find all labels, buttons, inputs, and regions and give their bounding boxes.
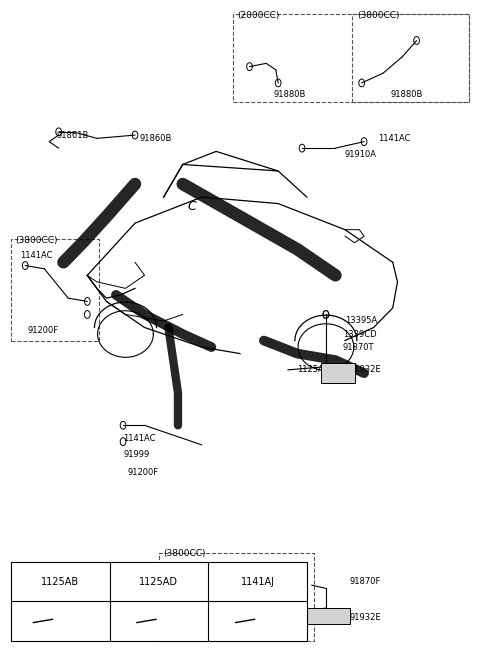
Bar xyxy=(321,364,355,383)
Text: 91910A: 91910A xyxy=(345,150,377,159)
Text: 91870T: 91870T xyxy=(343,343,374,352)
Text: 1125AB: 1125AB xyxy=(41,577,79,587)
Text: 91200F: 91200F xyxy=(28,326,59,335)
Text: 1125AD: 1125AD xyxy=(139,577,179,587)
Text: 13395A: 13395A xyxy=(345,316,377,326)
Text: C: C xyxy=(188,200,197,214)
Text: 1339CD: 1339CD xyxy=(343,329,376,339)
Text: 91861B: 91861B xyxy=(56,130,89,140)
Bar xyxy=(159,553,314,641)
Bar xyxy=(11,562,307,641)
Text: 91870F: 91870F xyxy=(350,577,381,586)
Bar xyxy=(11,240,99,341)
Text: 91860B: 91860B xyxy=(140,134,172,143)
Text: 1141AC: 1141AC xyxy=(378,134,411,143)
Text: 91932E: 91932E xyxy=(350,365,382,375)
Text: 91999: 91999 xyxy=(123,450,149,459)
Text: 1141AC: 1141AC xyxy=(21,252,53,260)
Text: (3800CC): (3800CC) xyxy=(16,236,58,245)
Text: 1141AC: 1141AC xyxy=(123,434,156,443)
Text: (3800CC): (3800CC) xyxy=(164,549,206,558)
Text: (3800CC): (3800CC) xyxy=(357,10,399,20)
Text: (2000CC): (2000CC) xyxy=(238,10,280,20)
Bar xyxy=(352,14,469,102)
Text: 91932E: 91932E xyxy=(350,613,382,622)
Text: 91200F: 91200F xyxy=(128,468,159,477)
Text: 91880B: 91880B xyxy=(274,90,306,98)
Bar xyxy=(233,14,469,102)
Text: 91880B: 91880B xyxy=(390,90,423,98)
Bar xyxy=(307,608,350,624)
Text: 1141AJ: 1141AJ xyxy=(240,577,275,587)
Text: 1125AE: 1125AE xyxy=(297,365,329,375)
